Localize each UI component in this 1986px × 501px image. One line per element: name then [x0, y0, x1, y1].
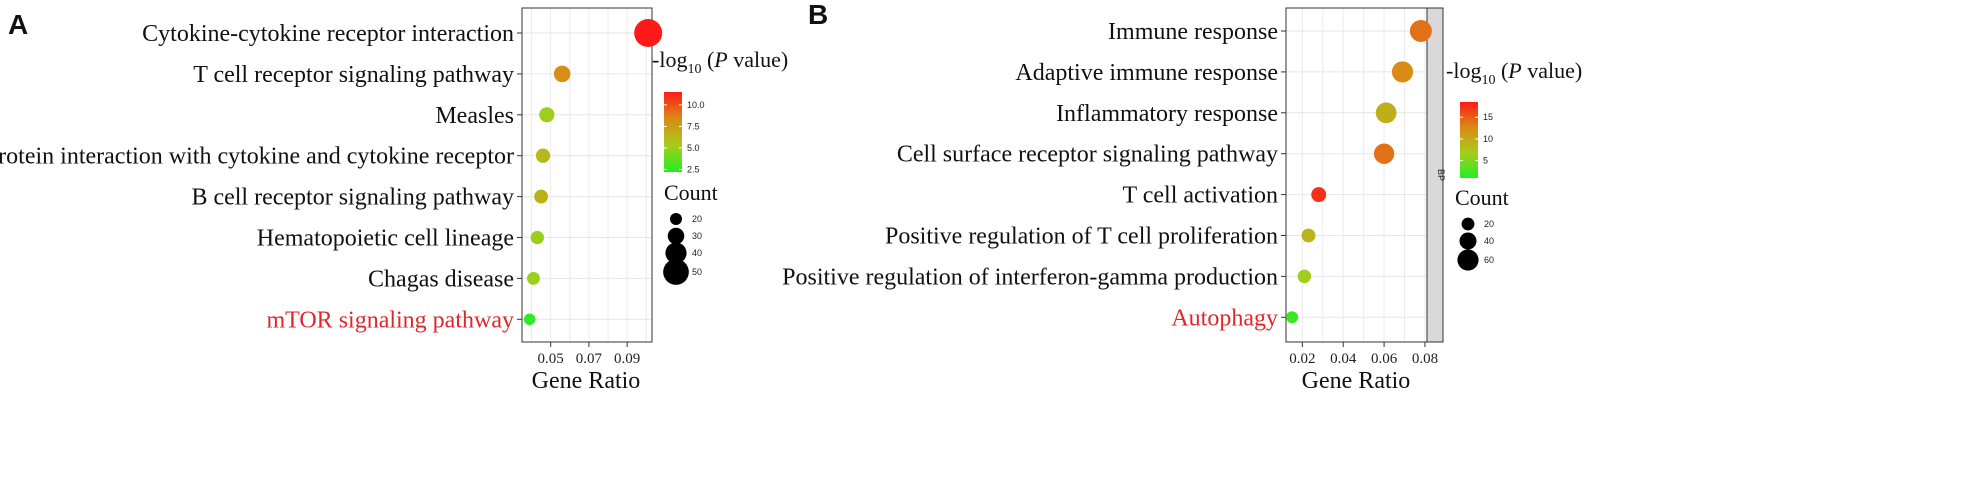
color-bar-tick-label: 7.5	[687, 121, 700, 131]
x-tick-label: 0.09	[614, 351, 640, 367]
legend-title-sub: 10	[1481, 73, 1495, 88]
y-tick-label: T cell receptor signaling pathway	[193, 62, 514, 88]
legend-title-p: P	[1507, 58, 1521, 83]
color-bar-tick-label: 10.0	[687, 100, 705, 110]
y-tick-label: Viral protein interaction with cytokine …	[0, 144, 514, 170]
y-tick-label: B cell receptor signaling pathway	[191, 185, 514, 211]
legend-title-open: (	[701, 47, 714, 72]
color-legend-title: -log10 (P value)	[652, 47, 788, 77]
x-tick-label: 0.07	[576, 351, 603, 367]
panel-letter: B	[808, 0, 828, 30]
facet-strip	[1426, 7, 1444, 343]
panel-b: B BP Immune response Adaptive immune respon…	[782, 0, 1582, 394]
data-point	[535, 148, 551, 163]
legend-title-end: value)	[1522, 58, 1582, 83]
data-point	[530, 230, 544, 245]
x-axis-title: Gene Ratio	[1302, 368, 1411, 394]
y-tick-label: T cell activation	[1123, 183, 1279, 209]
legend-title-p: P	[713, 47, 727, 72]
data-point	[539, 107, 555, 123]
data-point	[1311, 187, 1327, 203]
size-legend-label: 40	[1484, 236, 1494, 246]
color-bar-tick-label: 2.5	[687, 164, 700, 174]
size-legend-label: 30	[692, 231, 702, 241]
y-tick-label: Positive regulation of T cell proliferat…	[885, 224, 1278, 250]
panel-letter: A	[8, 9, 28, 40]
size-legend-label: 20	[1484, 219, 1494, 229]
data-point	[1375, 102, 1397, 124]
legend-title-open: (	[1495, 58, 1508, 83]
data-point	[634, 19, 663, 47]
x-tick-label: 0.06	[1371, 351, 1398, 367]
plot-area	[1286, 8, 1427, 342]
size-legend-dot	[1461, 217, 1475, 231]
size-legend-label: 50	[692, 267, 702, 277]
legend-title-sub: 10	[687, 62, 701, 77]
data-point	[1409, 20, 1432, 42]
facet-strip-label: BP	[1436, 169, 1446, 181]
color-bar-tick-label: 10	[1483, 134, 1493, 144]
size-legend-label: 60	[1484, 255, 1494, 265]
data-point	[523, 313, 536, 326]
color-legend-title: -log10 (P value)	[1446, 58, 1582, 88]
plot-area	[522, 8, 652, 342]
size-legend-dot	[1459, 232, 1477, 250]
legend-title-end: value)	[728, 47, 788, 72]
y-tick-label: Immune response	[1108, 19, 1278, 45]
data-point	[1286, 311, 1299, 324]
size-legend-dot	[667, 227, 685, 245]
size-legend-dot	[670, 213, 682, 225]
y-tick-label: Positive regulation of interferon-gamma …	[782, 264, 1278, 290]
data-point	[534, 189, 549, 204]
legend-title-log: -log	[652, 47, 687, 72]
legend-title-log: -log	[1446, 58, 1481, 83]
y-tick-label: Cell surface receptor signaling pathway	[897, 142, 1278, 168]
plot-border	[521, 7, 653, 343]
size-legend-dot	[1457, 249, 1479, 271]
y-tick-label: mTOR signaling pathway	[266, 307, 514, 333]
size-legend-label: 20	[692, 214, 702, 224]
size-legend-dot	[665, 242, 687, 264]
data-point	[1391, 61, 1414, 83]
panel-a: A Cytokine-cytokine receptor interaction T…	[0, 7, 788, 394]
data-point	[1373, 143, 1395, 164]
data-point	[1301, 228, 1316, 243]
color-bar	[1460, 102, 1478, 178]
y-tick-label: Cytokine-cytokine receptor interaction	[142, 21, 514, 47]
size-legend-label: 40	[692, 248, 702, 258]
x-tick-label: 0.08	[1412, 351, 1438, 367]
x-axis-title: Gene Ratio	[532, 368, 641, 394]
x-tick-label: 0.04	[1330, 351, 1357, 367]
size-legend-dot	[663, 259, 689, 285]
data-point	[553, 65, 571, 83]
size-legend-title: Count	[664, 180, 718, 205]
x-tick-label: 0.02	[1289, 351, 1315, 367]
size-legend-title: Count	[1455, 185, 1509, 210]
y-tick-label: Hematopoietic cell lineage	[257, 226, 514, 252]
data-point	[527, 271, 540, 285]
x-tick-label: 0.05	[538, 351, 564, 367]
color-bar-tick-label: 5	[1483, 156, 1488, 166]
y-tick-label: Measles	[435, 103, 514, 129]
y-tick-label: Autophagy	[1171, 305, 1278, 331]
data-point	[1297, 269, 1312, 284]
y-tick-label: Adaptive immune response	[1015, 60, 1278, 86]
y-tick-label: Chagas disease	[368, 266, 514, 292]
color-bar-tick-label: 15	[1483, 112, 1493, 122]
color-bar-tick-label: 5.0	[687, 143, 700, 153]
y-tick-label: Inflammatory response	[1056, 101, 1278, 127]
color-bar	[664, 92, 682, 172]
